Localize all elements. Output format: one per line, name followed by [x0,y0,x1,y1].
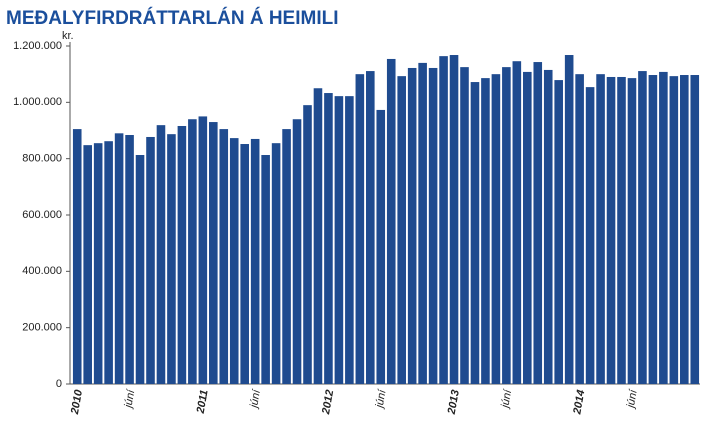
bar [523,71,532,384]
bar [481,78,490,385]
y-tick-label: 1.000.000 [13,96,62,108]
bar [460,67,469,384]
y-tick-label: 200.000 [22,322,62,334]
bar [659,71,668,384]
bar [554,80,563,384]
x-tick-label: 2010 [69,388,85,416]
bar [114,133,124,384]
bar [229,138,239,384]
bar [627,78,637,385]
bar [575,74,584,385]
bar [72,129,82,384]
bar [334,96,344,385]
bar [219,129,229,384]
bar [669,76,679,384]
bar [606,76,616,384]
bar [250,138,260,384]
y-tick-label: 600.000 [22,209,62,221]
x-tick-label: júní [499,388,514,410]
x-tick-label: júní [248,388,263,410]
bar [439,56,448,384]
x-tick-label: júní [122,388,137,410]
y-tick-label: 0 [56,378,62,390]
bar [386,58,396,384]
bar [313,88,323,384]
bar [428,67,438,384]
bar [543,69,553,385]
bar [617,76,626,384]
bar [93,143,103,384]
bar [104,141,113,384]
bar [135,155,145,384]
bar [83,145,92,384]
bar [366,71,375,385]
bar [177,125,187,384]
x-tick-label: 2011 [195,389,211,415]
bar [596,74,605,385]
bar [156,125,166,385]
bar [240,144,249,384]
bar [680,75,689,385]
bar [146,136,155,384]
bar [533,62,543,385]
bar [564,55,574,384]
x-tick-label: júní [373,388,388,410]
bar [397,76,406,384]
bar [188,119,197,384]
bar [648,75,658,385]
x-tick-label: 2012 [320,389,336,416]
bar [638,71,647,385]
bar [292,119,302,384]
bar [345,96,354,385]
bar [355,74,365,385]
bar [282,129,291,384]
bar [303,105,312,385]
bar [198,116,208,385]
bar [491,74,501,385]
bar [470,82,480,384]
x-tick-label: júní [625,388,640,410]
bar [261,155,270,384]
x-tick-label: 2013 [446,389,462,416]
y-tick-label: 400.000 [22,265,62,277]
y-axis-label: kr. [62,30,74,42]
bar [418,62,427,385]
bar [376,109,386,385]
bar [407,67,417,384]
bar [690,75,700,385]
bar [512,61,522,385]
bar [271,143,281,384]
bar [324,93,333,384]
bar [585,87,595,384]
bar [209,122,218,385]
bar [502,67,511,384]
bar [125,135,134,384]
x-tick-label: 2014 [571,389,587,416]
bar [167,134,176,384]
chart-title: MEÐALYFIRDRÁTTARLÁN Á HEIMILI [6,7,338,29]
bar [449,55,459,384]
y-tick-label: 800.000 [22,153,62,165]
y-tick-label: 1.200.000 [13,40,62,52]
